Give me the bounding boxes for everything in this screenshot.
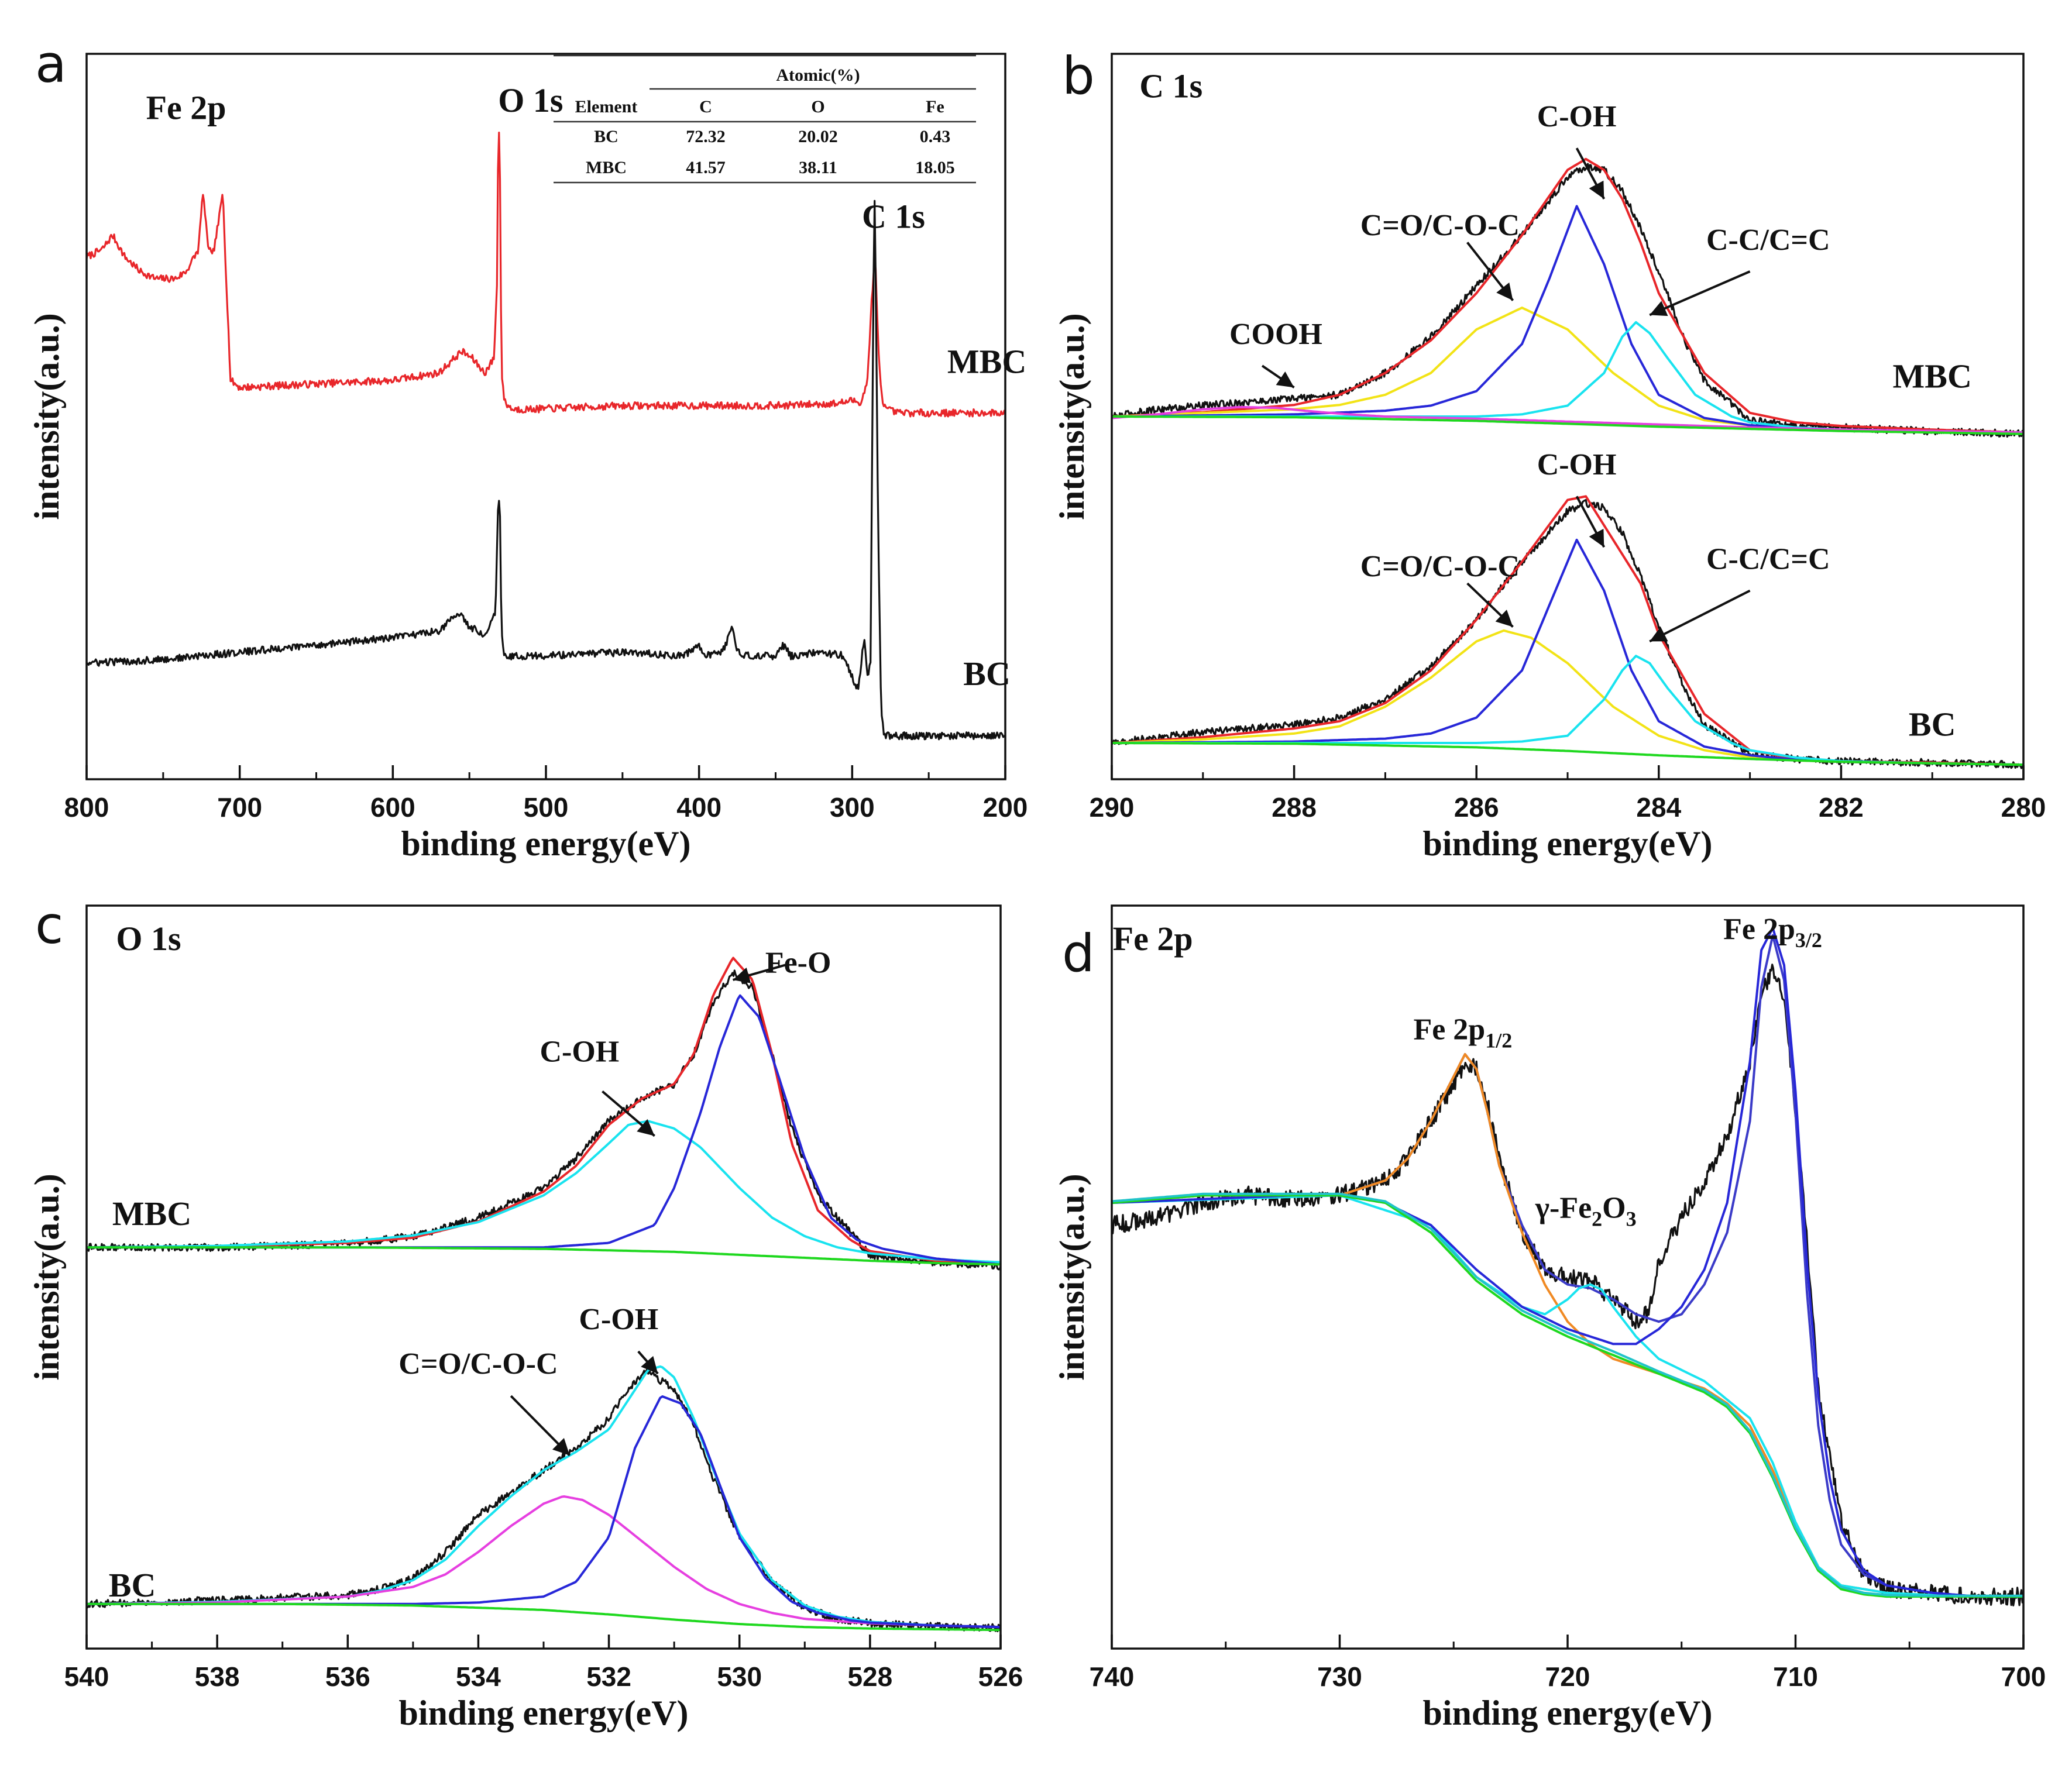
x-tick-label: 720 xyxy=(1545,1661,1590,1692)
annotation-label: BC xyxy=(109,1566,156,1604)
y-axis-title: intensity(a.u.) xyxy=(28,1174,66,1380)
x-axis-title: binding energy(eV) xyxy=(399,1694,689,1732)
x-tick-label: 730 xyxy=(1317,1661,1362,1692)
table-title: Atomic(%) xyxy=(776,66,860,85)
y-axis-title: intensity(a.u.) xyxy=(1053,1174,1091,1380)
annotation-label: MBC xyxy=(112,1195,191,1233)
annotation-label: C 1s xyxy=(862,198,925,236)
annotation-label: C 1s xyxy=(1139,67,1202,105)
y-axis-title: intensity(a.u.) xyxy=(28,313,66,519)
annotation-label: O 1s xyxy=(116,920,181,958)
annotation-label: C-OH xyxy=(1537,448,1617,481)
x-tick-label: 710 xyxy=(1773,1661,1818,1692)
table-cell: 18.05 xyxy=(915,158,955,177)
panel-label: c xyxy=(35,895,63,955)
annotation-label: C=O/C-O-C xyxy=(1360,550,1520,583)
panel-label: a xyxy=(35,34,67,94)
xps-figure: 800 700 600 500 400 300 200 binding energy(eV) i… xyxy=(0,0,2072,1765)
table-header-cell: Element xyxy=(575,97,638,116)
x-tick-label: 600 xyxy=(370,792,415,823)
table-cell: 72.32 xyxy=(686,127,726,146)
table-cell: MBC xyxy=(586,158,627,177)
x-tick-label: 286 xyxy=(1454,792,1499,823)
x-tick-label: 700 xyxy=(2001,1661,2046,1692)
x-axis-title: binding energy(eV) xyxy=(401,824,691,863)
figure-background xyxy=(0,0,2072,1765)
annotation-label: C=O/C-O-C xyxy=(1360,209,1520,242)
panel-label: b xyxy=(1062,46,1095,106)
table-header-cell: C xyxy=(699,97,712,116)
y-axis-title: intensity(a.u.) xyxy=(1053,313,1091,519)
panel-label: d xyxy=(1062,923,1095,983)
annotation-label: C-OH xyxy=(579,1303,658,1336)
annotation-label: MBC xyxy=(947,343,1026,381)
annotation-label: C-C/C=C xyxy=(1706,542,1830,576)
table-cell: 0.43 xyxy=(920,127,951,146)
x-tick-label: 534 xyxy=(456,1661,501,1692)
x-tick-label: 284 xyxy=(1636,792,1681,823)
x-tick-label: 500 xyxy=(524,792,569,823)
x-tick-label: 536 xyxy=(325,1661,370,1692)
x-tick-label: 200 xyxy=(983,792,1028,823)
annotation-label: C-OH xyxy=(540,1035,619,1069)
x-tick-label: 538 xyxy=(195,1661,240,1692)
x-tick-label: 800 xyxy=(64,792,109,823)
x-tick-label: 740 xyxy=(1090,1661,1135,1692)
table-header-cell: Fe xyxy=(926,97,944,116)
annotation-label: C=O/C-O-C xyxy=(398,1347,558,1381)
annotation-label: Fe-O xyxy=(765,946,831,979)
x-tick-label: 526 xyxy=(978,1661,1023,1692)
annotation-label: COOH xyxy=(1229,318,1322,351)
x-tick-label: 290 xyxy=(1090,792,1135,823)
table-header-cell: O xyxy=(811,97,824,116)
x-tick-label: 528 xyxy=(847,1661,892,1692)
x-tick-label: 540 xyxy=(64,1661,109,1692)
annotation-label: Fe 2p xyxy=(1113,920,1193,958)
x-axis-title: binding energy(eV) xyxy=(1423,824,1713,863)
table-cell: 20.02 xyxy=(798,127,838,146)
annotation-label: C-C/C=C xyxy=(1706,223,1830,257)
annotation-label: BC xyxy=(963,655,1011,693)
x-tick-label: 280 xyxy=(2001,792,2046,823)
table-cell: BC xyxy=(594,127,618,146)
annotation-label: γ-Fe2O3 xyxy=(1535,1191,1637,1230)
annotation-label: MBC xyxy=(1893,357,1972,395)
x-tick-label: 700 xyxy=(217,792,262,823)
annotation-label: BC xyxy=(1909,706,1956,744)
x-tick-label: 282 xyxy=(1819,792,1864,823)
table-cell: 41.57 xyxy=(686,158,726,177)
annotation-label: O 1s xyxy=(498,81,563,119)
x-tick-label: 530 xyxy=(717,1661,762,1692)
annotation-label: Fe 2p xyxy=(146,89,226,127)
x-tick-label: 532 xyxy=(586,1661,631,1692)
table-cell: 38.11 xyxy=(799,158,837,177)
annotation-label: C-OH xyxy=(1537,100,1617,133)
x-tick-label: 300 xyxy=(830,792,875,823)
x-tick-label: 288 xyxy=(1272,792,1317,823)
x-tick-label: 400 xyxy=(676,792,721,823)
x-axis-title: binding energy(eV) xyxy=(1423,1694,1713,1732)
